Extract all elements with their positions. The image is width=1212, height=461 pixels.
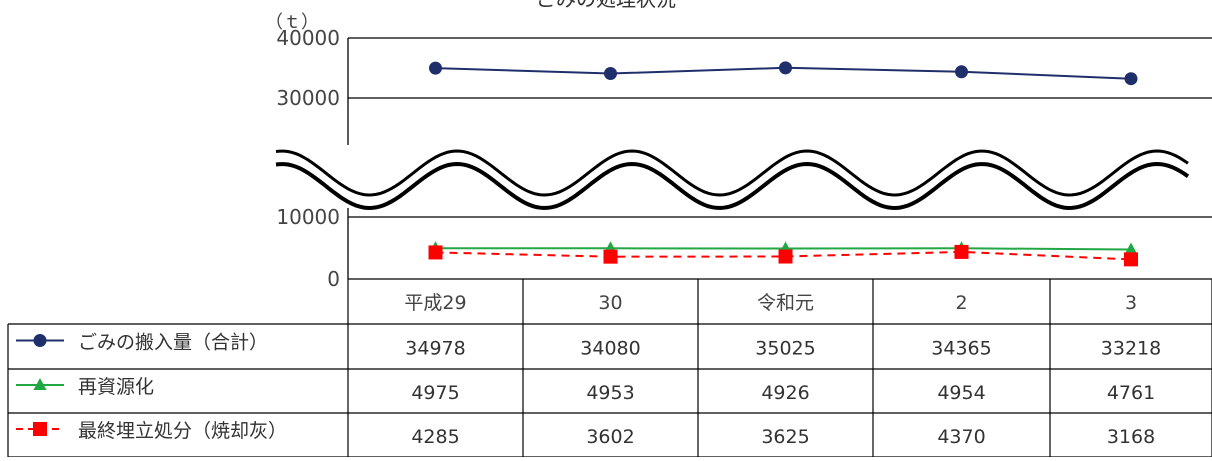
- data-value-label: 34365: [931, 338, 991, 360]
- data-point: [955, 65, 968, 79]
- x-tick-label: 30: [598, 292, 622, 314]
- data-value-label: 3168: [1107, 426, 1155, 448]
- data-value-label: 34978: [405, 338, 465, 360]
- data-point: [1124, 72, 1138, 86]
- y-tick-label: 30000: [276, 86, 340, 110]
- data-point: [603, 249, 618, 264]
- legend-label: ごみの搬入量（合計）: [78, 332, 268, 354]
- y-tick-label: 10000: [276, 205, 340, 229]
- legend-marker: [33, 422, 47, 436]
- axis-break-wave-upper: [275, 149, 1189, 197]
- legend-marker: [33, 334, 47, 347]
- data-value-label: 33218: [1101, 338, 1161, 360]
- data-point: [1124, 252, 1138, 267]
- axis-break-wave-lower: [275, 161, 1190, 211]
- data-point: [778, 249, 793, 264]
- x-tick-label: 令和元: [757, 292, 814, 314]
- data-point: [428, 245, 443, 260]
- chart-title: ごみの処理状況: [536, 0, 676, 11]
- legend-label: 再資源化: [78, 376, 154, 398]
- axis-break-band: [276, 151, 1188, 208]
- data-point: [779, 61, 792, 75]
- data-value-label: 4761: [1107, 382, 1155, 404]
- x-tick-label: 平成29: [404, 292, 466, 314]
- data-point: [429, 61, 442, 75]
- data-value-label: 3602: [586, 426, 634, 448]
- data-value-label: 34080: [580, 338, 640, 360]
- data-point: [954, 244, 969, 259]
- data-value-label: 4953: [586, 382, 634, 404]
- data-value-label: 4370: [937, 426, 985, 448]
- y-axis-unit-label: （ｔ）: [265, 12, 319, 33]
- data-point: [604, 67, 617, 81]
- legend-label: 最終埋立処分（焼却灰）: [78, 420, 287, 442]
- y-tick-label: 0: [327, 267, 340, 291]
- data-value-label: 4975: [411, 382, 459, 404]
- data-value-label: 4954: [937, 382, 985, 404]
- data-value-label: 35025: [755, 338, 815, 360]
- data-value-label: 4285: [411, 426, 459, 448]
- y-tick-label: 40000: [276, 26, 340, 50]
- x-tick-label: 3: [1125, 292, 1137, 314]
- data-value-label: 3625: [761, 426, 809, 448]
- data-value-label: 4926: [761, 382, 809, 404]
- x-tick-label: 2: [955, 292, 967, 314]
- legend-marker: [33, 378, 47, 390]
- data-point: [1124, 242, 1138, 255]
